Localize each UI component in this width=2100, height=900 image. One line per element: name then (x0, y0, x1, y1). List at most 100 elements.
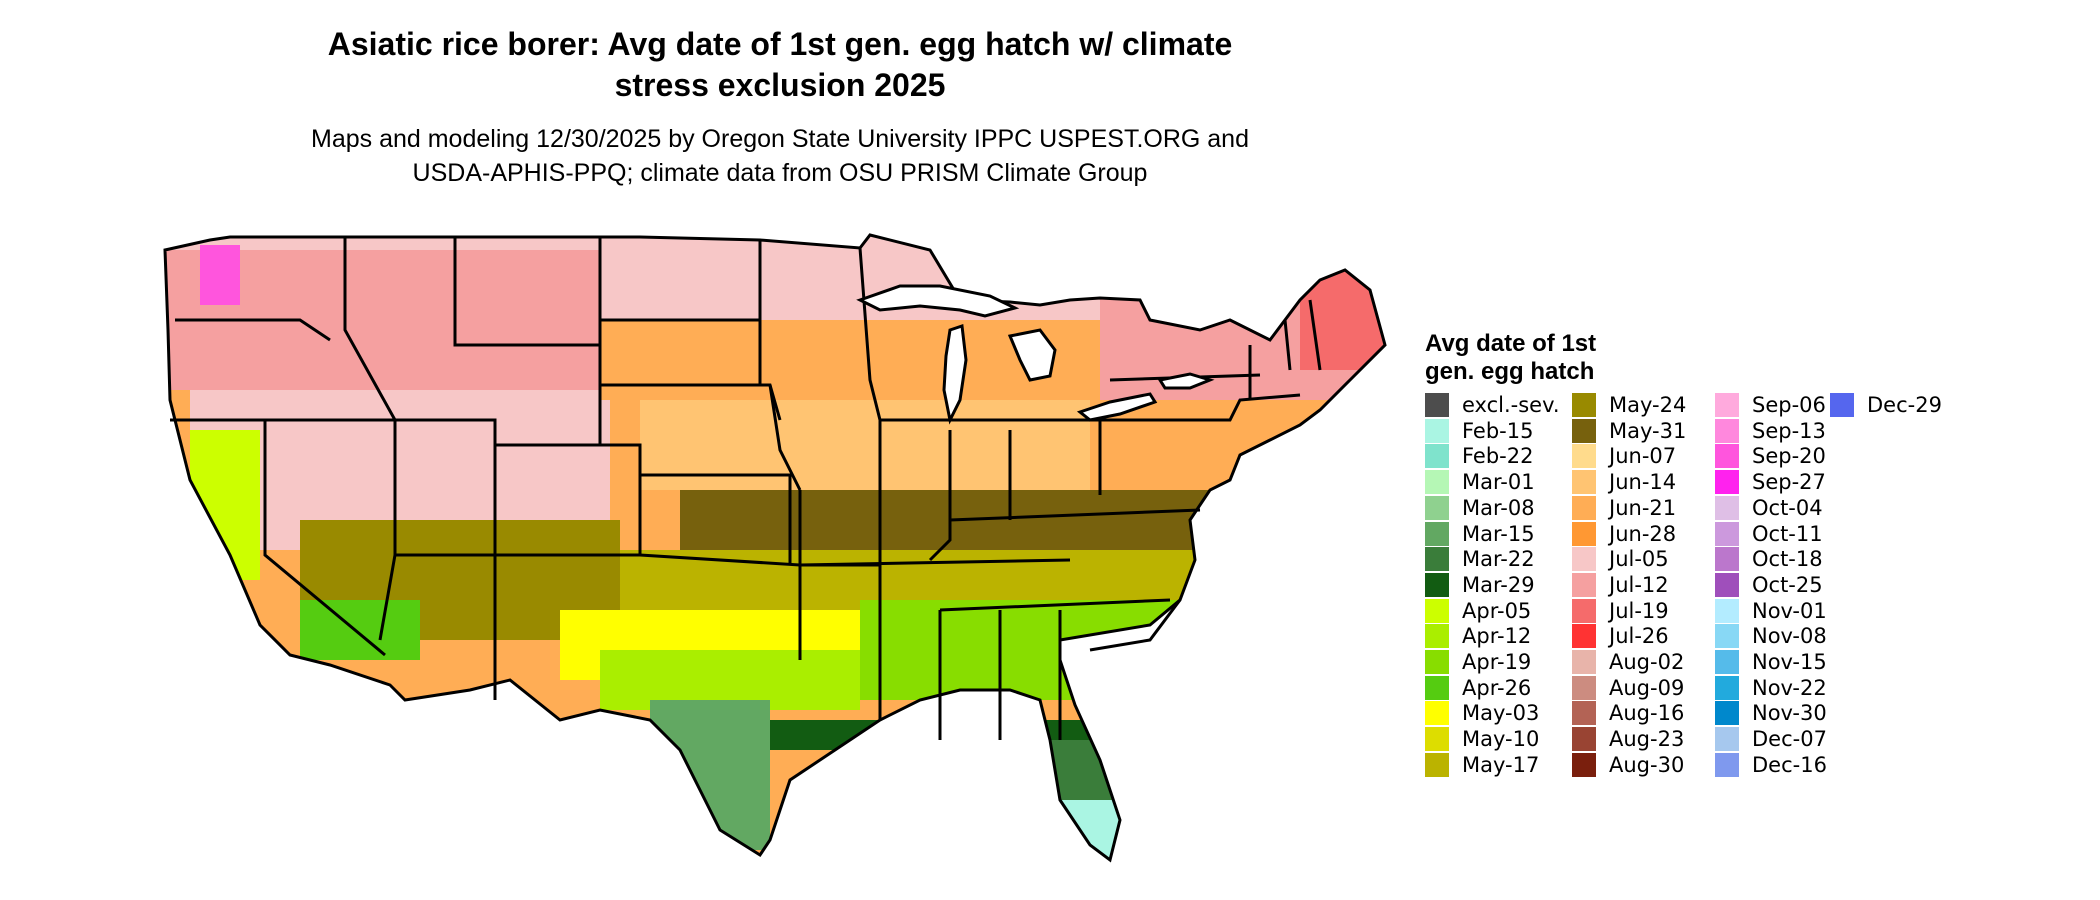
map-subtitle-line-2: USDA-APHIS-PPQ; climate data from OSU PR… (412, 159, 1148, 187)
legend-entry: Jul-19 (1572, 598, 1669, 623)
legend-swatch (1425, 418, 1449, 443)
legend-entry: May-03 (1425, 701, 1539, 726)
legend-entry: Jul-12 (1572, 572, 1669, 597)
state-line (1283, 319, 1292, 371)
legend-label: May-24 (1609, 393, 1687, 417)
state-boundaries (163, 233, 1387, 863)
zone-deep-south-green (860, 600, 1200, 700)
state-line (939, 598, 1171, 612)
legend-swatch (1830, 393, 1854, 417)
legend-swatch (1572, 624, 1596, 649)
state-line (928, 430, 952, 562)
lake-erie (1076, 392, 1158, 422)
legend-label: Feb-22 (1462, 444, 1534, 469)
legend-label: Mar-22 (1462, 547, 1535, 572)
legend-swatch (1572, 598, 1596, 623)
legend-swatch (1715, 701, 1739, 726)
legend-swatch (1425, 444, 1449, 469)
legend-entry: Dec-16 (1715, 752, 1827, 777)
legend-label: Nov-22 (1752, 675, 1827, 700)
legend-entry: Apr-19 (1425, 650, 1531, 674)
legend-label: Aug-02 (1609, 650, 1685, 674)
lake-michigan (942, 323, 968, 425)
us-map (163, 233, 1387, 863)
legend-label: Dec-16 (1752, 752, 1827, 777)
legend-label: Jun-21 (1609, 495, 1677, 520)
legend-title: Avg date of 1st gen. egg hatch (1425, 330, 1596, 386)
legend-swatch (1425, 470, 1449, 495)
legend-label: Aug-09 (1609, 675, 1685, 700)
lake-superior (856, 284, 1020, 318)
state-line (453, 237, 602, 445)
map-title: Asiatic rice borer: Avg date of 1st gen.… (200, 24, 1360, 106)
legend-label: Oct-04 (1752, 495, 1823, 520)
legend-swatch (1425, 675, 1449, 700)
legend-label: May-10 (1462, 727, 1540, 752)
legend-label: May-31 (1609, 418, 1687, 443)
legend-swatch (1572, 701, 1596, 726)
legend-label: Aug-23 (1609, 727, 1685, 752)
state-line (1308, 299, 1322, 371)
map-title-line-2: stress exclusion 2025 (614, 67, 946, 103)
legend-entry: May-24 (1572, 393, 1686, 417)
legend-swatch (1425, 624, 1449, 649)
legend-label: Oct-25 (1752, 572, 1823, 597)
legend-entry: May-17 (1425, 752, 1540, 777)
legend-swatch (1715, 495, 1739, 520)
state-line (343, 237, 397, 421)
legend-swatch (1572, 393, 1596, 417)
legend-swatch (1425, 650, 1449, 674)
legend-swatch (1425, 521, 1449, 546)
legend-swatch (1715, 418, 1739, 443)
legend-entry: excl.-sev. (1425, 393, 1560, 417)
legend-swatch (1572, 675, 1596, 700)
legend-label: May-17 (1462, 752, 1540, 777)
zone-south-texas (650, 700, 770, 850)
legend-entry: Sep-20 (1715, 444, 1826, 469)
legend-label: Jul-19 (1609, 598, 1669, 623)
legend-label: Apr-19 (1462, 650, 1532, 674)
legend-entry: Oct-18 (1715, 547, 1823, 572)
zone-mountains-magenta (200, 245, 240, 305)
legend-label: Mar-08 (1462, 495, 1535, 520)
legend-entry: Aug-02 (1572, 650, 1684, 674)
legend-swatch (1425, 598, 1449, 623)
state-line (1100, 393, 1301, 422)
legend-swatch (1715, 444, 1739, 469)
state-line (175, 318, 331, 342)
map-title-line-1: Asiatic rice borer: Avg date of 1st gen.… (327, 26, 1233, 62)
legend-entry: Nov-08 (1715, 624, 1827, 649)
legend-label: Dec-07 (1752, 727, 1827, 752)
legend-entry: Mar-01 (1425, 470, 1535, 495)
legend-label: Aug-16 (1609, 701, 1685, 726)
legend-swatch (1572, 572, 1596, 597)
legend-swatch (1425, 727, 1449, 752)
state-line (495, 443, 642, 555)
legend-entry: May-10 (1425, 727, 1540, 752)
legend-swatch (1572, 470, 1596, 495)
legend-swatch (1715, 675, 1739, 700)
legend-swatch (1425, 547, 1449, 572)
legend-label: Dec-29 (1867, 393, 1942, 417)
legend-swatch (1572, 650, 1596, 674)
legend-entry: Jul-05 (1572, 547, 1669, 572)
legend-entry: Oct-11 (1715, 521, 1823, 546)
legend-label: Sep-27 (1752, 470, 1826, 495)
legend-label: Apr-26 (1462, 675, 1532, 700)
legend-entry: Dec-07 (1715, 727, 1827, 752)
legend-swatch (1572, 752, 1596, 777)
legend-entry: Feb-15 (1425, 418, 1533, 443)
map-subtitle-line-1: Maps and modeling 12/30/2025 by Oregon S… (311, 125, 1249, 153)
legend-swatch (1572, 521, 1596, 546)
legend-label: Mar-01 (1462, 470, 1535, 495)
legend-entry: Nov-01 (1715, 598, 1827, 623)
legend-label: Jul-12 (1609, 572, 1669, 597)
legend-label: Sep-20 (1752, 444, 1826, 469)
legend-entry: Mar-08 (1425, 495, 1535, 520)
state-line (1089, 599, 1182, 652)
legend-entry: Dec-29 (1830, 393, 1942, 417)
state-line (263, 420, 386, 657)
legend-swatch (1715, 547, 1739, 572)
legend-entry: Aug-16 (1572, 701, 1685, 726)
legend-entry: Feb-22 (1425, 444, 1534, 469)
